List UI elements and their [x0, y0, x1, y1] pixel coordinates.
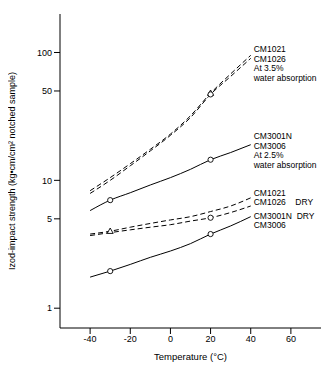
svg-text:CM1021CM1026At 3.5%water absor: CM1021CM1026At 3.5%water absorption: [253, 44, 317, 83]
svg-text:50: 50: [42, 86, 52, 96]
svg-text:Izod-impact strength (kg•cm/cm: Izod-impact strength (kg•cm/cm² notched …: [8, 72, 17, 270]
svg-text:CM3001N DRYCM3006: CM3001N DRYCM3006: [254, 211, 315, 231]
svg-text:CM3001NCM3006At 2.5%water abso: CM3001NCM3006At 2.5%water absorption: [253, 131, 317, 170]
svg-text:-40: -40: [84, 334, 97, 344]
svg-text:60: 60: [286, 334, 296, 344]
svg-text:CM1021CM1026 DRY: CM1021CM1026 DRY: [254, 188, 314, 208]
svg-text:0: 0: [168, 334, 173, 344]
svg-text:10: 10: [42, 176, 52, 186]
svg-text:20: 20: [206, 334, 216, 344]
svg-text:100: 100: [37, 48, 52, 58]
svg-text:-20: -20: [124, 334, 137, 344]
svg-text:1: 1: [47, 303, 52, 313]
svg-text:40: 40: [246, 334, 256, 344]
svg-text:5: 5: [47, 214, 52, 224]
svg-text:Temperature (°C): Temperature (°C): [154, 351, 227, 362]
